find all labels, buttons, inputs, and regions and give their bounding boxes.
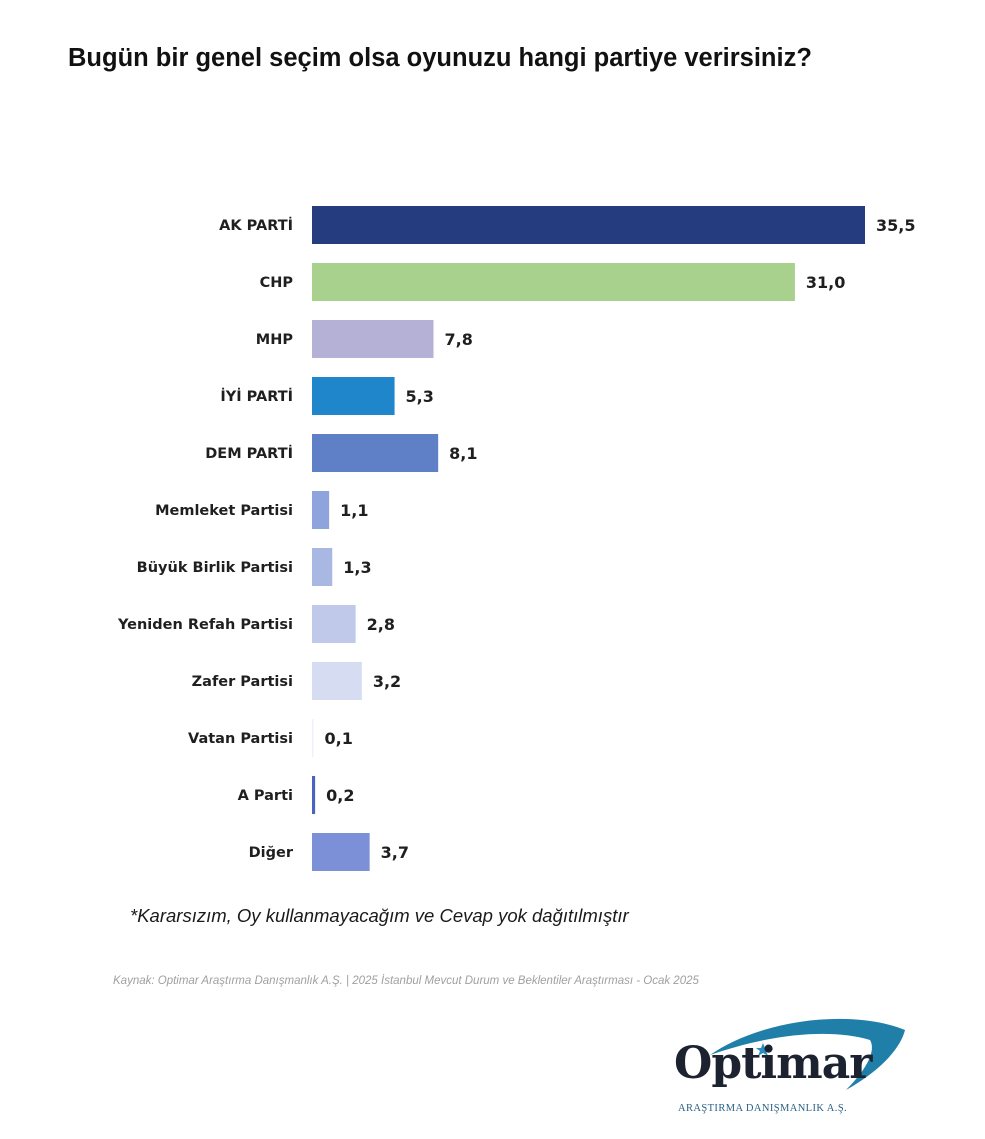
bar [312, 662, 362, 700]
bar [312, 491, 330, 529]
value-label: 8,1 [449, 444, 477, 463]
value-label: 1,3 [343, 558, 371, 577]
value-label: 3,2 [373, 672, 401, 691]
category-label: Zafer Partisi [192, 674, 293, 690]
logo-swoosh [710, 1018, 905, 1090]
category-label: A Parti [238, 788, 293, 804]
value-label: 0,2 [326, 786, 354, 805]
footnote: *Kararsızım, Oy kullanmayacağım ve Cevap… [130, 905, 629, 926]
category-label: AK PARTİ [219, 217, 293, 234]
logo-tagline: ARAŞTIRMA DANIŞMANLIK A.Ş. [678, 1103, 848, 1114]
bar [312, 833, 370, 871]
value-label: 1,1 [340, 501, 368, 520]
category-label: DEM PARTİ [205, 445, 293, 462]
category-label: Büyük Birlik Partisi [137, 560, 293, 576]
bar [312, 719, 314, 757]
logo-star-icon [756, 1043, 770, 1056]
category-label: İYİ PARTİ [220, 388, 293, 405]
bar-chart: AK PARTİ 35,5 CHP 31,0 MHP 7,8 İYİ PARTİ 5,3 DEM… [117, 206, 915, 871]
value-label: 0,1 [325, 729, 353, 748]
bar [312, 263, 795, 301]
value-label: 5,3 [406, 387, 434, 406]
value-label: 2,8 [367, 615, 395, 634]
bar [312, 377, 395, 415]
bar [312, 776, 316, 814]
category-label: Vatan Partisi [188, 731, 293, 747]
optimar-logo: Optimar ARAŞTIRMA DANIŞMANLIK A.Ş. [650, 1010, 910, 1125]
bar [312, 206, 865, 244]
category-label: MHP [256, 332, 294, 348]
bar [312, 434, 439, 472]
category-label: Yeniden Refah Partisi [117, 617, 293, 633]
category-label: Memleket Partisi [155, 503, 293, 519]
logo-name: Optimar [674, 1038, 872, 1089]
category-label: Diğer [249, 845, 294, 861]
value-label: 35,5 [876, 216, 915, 235]
value-label: 31,0 [806, 273, 845, 292]
bar [312, 320, 434, 358]
source-note: Kaynak: Optimar Araştırma Danışmanlık A.… [113, 975, 699, 987]
bar [312, 548, 333, 586]
value-label: 3,7 [381, 843, 409, 862]
chart-title: Bugün bir genel seçim olsa oyunuzu hangi… [68, 44, 812, 72]
bar [312, 605, 356, 643]
category-label: CHP [260, 275, 294, 291]
value-label: 7,8 [445, 330, 473, 349]
